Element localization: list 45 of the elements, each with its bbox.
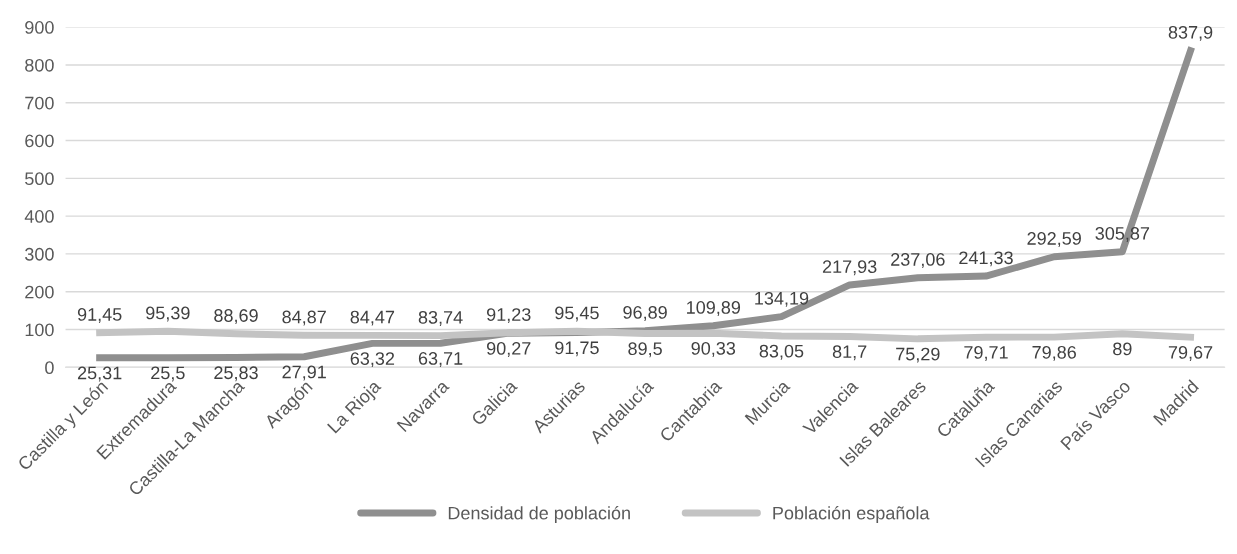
data-label: 88,69	[214, 309, 258, 325]
data-label: 90,27	[486, 341, 531, 357]
y-tick-label: 500	[25, 172, 54, 186]
y-tick-label: 600	[25, 134, 54, 148]
data-label: 241,33	[959, 251, 1013, 267]
data-label: 217,93	[822, 260, 877, 276]
data-label: 84,47	[350, 310, 395, 326]
legend-label: Densidad de población	[448, 506, 630, 524]
data-label: 95,39	[146, 306, 190, 322]
data-label: 95,45	[555, 306, 599, 322]
data-label: 109,89	[687, 301, 741, 316]
y-tick-label: 400	[24, 210, 54, 223]
data-label: 837,9	[1168, 25, 1213, 41]
data-label: 91,45	[77, 308, 122, 323]
data-label: 79,71	[964, 345, 1008, 361]
data-label: 63,71	[418, 352, 463, 367]
data-label: 89,5	[628, 342, 662, 358]
data-label: 79,86	[1032, 345, 1076, 361]
data-label: 83,05	[759, 344, 804, 360]
data-label: 79,67	[1168, 346, 1213, 361]
data-label: 84,87	[282, 310, 326, 326]
data-label: 91,75	[555, 341, 599, 357]
legend-label: Población española	[773, 506, 930, 524]
y-tick-label: 700	[25, 96, 54, 110]
data-label: 25,5	[151, 366, 185, 382]
data-label: 83,74	[418, 310, 463, 326]
data-label: 292,59	[1027, 232, 1081, 247]
data-label: 96,89	[623, 305, 667, 321]
data-label: 237,06	[891, 253, 945, 268]
data-label: 134,19	[755, 291, 809, 307]
data-label: 25,83	[214, 366, 258, 382]
y-tick-label: 300	[25, 247, 54, 261]
data-label: 91,23	[486, 308, 531, 324]
data-label: 89	[1113, 342, 1132, 356]
y-tick-label: 0	[45, 361, 54, 375]
data-label: 25,31	[77, 366, 122, 382]
y-tick-label: 200	[25, 285, 54, 299]
y-tick-label: 800	[25, 58, 54, 72]
data-label: 90,33	[691, 341, 736, 357]
data-label: 27,91	[282, 365, 326, 381]
data-label: 81,7	[832, 345, 867, 361]
data-label: 75,29	[896, 347, 940, 363]
data-label: 63,32	[350, 352, 395, 368]
y-tick-label: 900	[25, 21, 54, 34]
y-tick-label: 100	[25, 323, 54, 337]
